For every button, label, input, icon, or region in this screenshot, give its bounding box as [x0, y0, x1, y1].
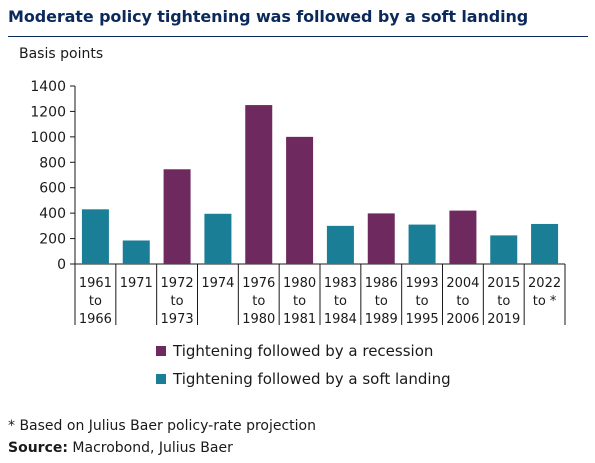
- x-category-label: to: [171, 294, 184, 309]
- x-category-label: to: [252, 294, 265, 309]
- y-tick-label: 1400: [30, 79, 66, 95]
- x-category-label: 2004: [446, 276, 479, 291]
- x-category-label: 1980: [242, 312, 275, 327]
- x-category-label: 1986: [365, 276, 398, 291]
- x-category-label: 1976: [242, 276, 275, 291]
- source-text: Macrobond, Julius Baer: [67, 440, 233, 456]
- bar-recession: [367, 213, 395, 264]
- footnote: * Based on Julius Baer policy-rate proje…: [8, 418, 316, 434]
- bar-soft-landing: [204, 213, 232, 264]
- bar-soft-landing: [326, 225, 354, 264]
- x-category-label: 1989: [365, 312, 398, 327]
- y-tick-label: 1000: [30, 130, 66, 146]
- y-axis-label: Basis points: [19, 46, 104, 62]
- x-category-label: 2015: [487, 276, 520, 291]
- x-category-label: 1981: [283, 312, 316, 327]
- x-category-label: 2006: [446, 312, 479, 327]
- y-tick-label: 400: [39, 206, 66, 222]
- bar-recession: [449, 210, 477, 264]
- x-category-label: to *: [533, 294, 557, 309]
- legend-item-soft-landing: Tightening followed by a soft landing: [156, 370, 451, 388]
- x-category-label: to: [375, 294, 388, 309]
- bar-soft-landing: [122, 240, 150, 264]
- x-category-label: to: [456, 294, 469, 309]
- x-category-label: 1966: [79, 312, 112, 327]
- x-category-label: 1972: [161, 276, 194, 291]
- x-category-label: 1974: [201, 276, 234, 291]
- bar-recession: [245, 105, 273, 264]
- x-category-label: 1971: [120, 276, 153, 291]
- y-tick-label: 1200: [30, 104, 66, 120]
- x-category-label: to: [497, 294, 510, 309]
- legend-label-recession: Tightening followed by a recession: [173, 342, 434, 360]
- chart-title: Moderate policy tightening was followed …: [8, 7, 529, 26]
- x-category-label: 1961: [79, 276, 112, 291]
- bar-recession: [286, 136, 314, 264]
- legend-label-soft-landing: Tightening followed by a soft landing: [173, 370, 451, 388]
- x-category-label: 1983: [324, 276, 357, 291]
- legend-swatch-soft-landing: [156, 374, 166, 384]
- x-category-label: 1993: [406, 276, 439, 291]
- x-category-label: 2019: [487, 312, 520, 327]
- x-category-label: to: [416, 294, 429, 309]
- x-category-label: to: [89, 294, 102, 309]
- bar-soft-landing: [81, 209, 109, 264]
- x-category-label: 2022: [528, 276, 561, 291]
- x-category-label: to: [334, 294, 347, 309]
- x-category-label: 1980: [283, 276, 316, 291]
- y-tick-label: 200: [39, 232, 66, 248]
- bar-soft-landing: [531, 223, 559, 264]
- source-note: Source: Macrobond, Julius Baer: [8, 440, 233, 456]
- y-tick-label: 0: [57, 257, 66, 273]
- title-divider: [8, 36, 588, 37]
- legend-item-recession: Tightening followed by a recession: [156, 342, 433, 360]
- bar-soft-landing: [408, 224, 436, 264]
- y-tick-label: 800: [39, 155, 66, 171]
- source-label: Source:: [8, 440, 68, 456]
- x-category-label: 1973: [161, 312, 194, 327]
- legend-swatch-recession: [156, 346, 166, 356]
- bar-recession: [163, 169, 191, 264]
- x-category-label: to: [293, 294, 306, 309]
- x-category-label: 1984: [324, 312, 357, 327]
- y-tick-label: 600: [39, 181, 66, 197]
- x-category-label: 1995: [406, 312, 439, 327]
- bar-soft-landing: [490, 235, 518, 264]
